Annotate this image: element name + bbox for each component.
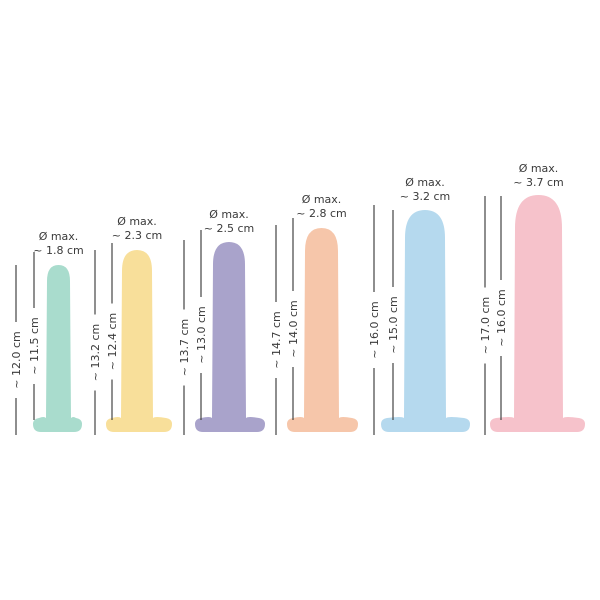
dilator-2: Ø max.~ 2.3 cm ~ 13.2 cm ~ 12.4 cm [89,215,172,435]
diameter-label: Ø max. [209,208,249,221]
dilator-shape [106,250,172,432]
total-length-value: ~ 14.7 cm [270,311,283,368]
dilator-4: Ø max.~ 2.8 cm ~ 14.7 cm ~ 14.0 cm [270,193,358,435]
diameter-value: ~ 3.7 cm [513,176,563,189]
dilator-3: Ø max.~ 2.5 cm ~ 13.7 cm ~ 13.0 cm [178,208,265,435]
total-length-value: ~ 13.2 cm [89,324,102,381]
diameter-label: Ø max. [39,230,79,243]
insertable-length-value: ~ 14.0 cm [287,300,300,357]
total-length-value: ~ 12.0 cm [10,331,23,388]
dilator-shape [490,195,585,432]
total-length-value: ~ 13.7 cm [178,319,191,376]
dilator-shape [381,210,470,432]
diameter-label: Ø max. [405,176,445,189]
insertable-length-value: ~ 15.0 cm [387,296,400,353]
diameter-value: ~ 1.8 cm [33,244,83,257]
insertable-length-value: ~ 12.4 cm [106,313,119,370]
dilator-shape [287,228,358,432]
dilator-shape [33,265,82,432]
insertable-length-value: ~ 16.0 cm [495,289,508,346]
diameter-label: Ø max. [117,215,157,228]
insertable-length-value: ~ 11.5 cm [28,317,41,374]
diameter-value: ~ 3.2 cm [400,190,450,203]
diameter-label: Ø max. [519,162,559,175]
dilator-1: Ø max.~ 1.8 cm ~ 12.0 cm ~ 11.5 cm [10,230,84,435]
dilator-5: Ø max.~ 3.2 cm ~ 16.0 cm ~ 15.0 cm [368,176,470,435]
total-length-value: ~ 16.0 cm [368,301,381,358]
diameter-label: Ø max. [302,193,342,206]
dilator-shape [195,242,265,432]
diameter-value: ~ 2.8 cm [296,207,346,220]
diameter-value: ~ 2.5 cm [204,222,254,235]
insertable-length-value: ~ 13.0 cm [195,306,208,363]
dilator-6: Ø max.~ 3.7 cm ~ 17.0 cm ~ 16.0 cm [479,162,585,435]
diameter-value: ~ 2.3 cm [112,229,162,242]
total-length-value: ~ 17.0 cm [479,297,492,354]
